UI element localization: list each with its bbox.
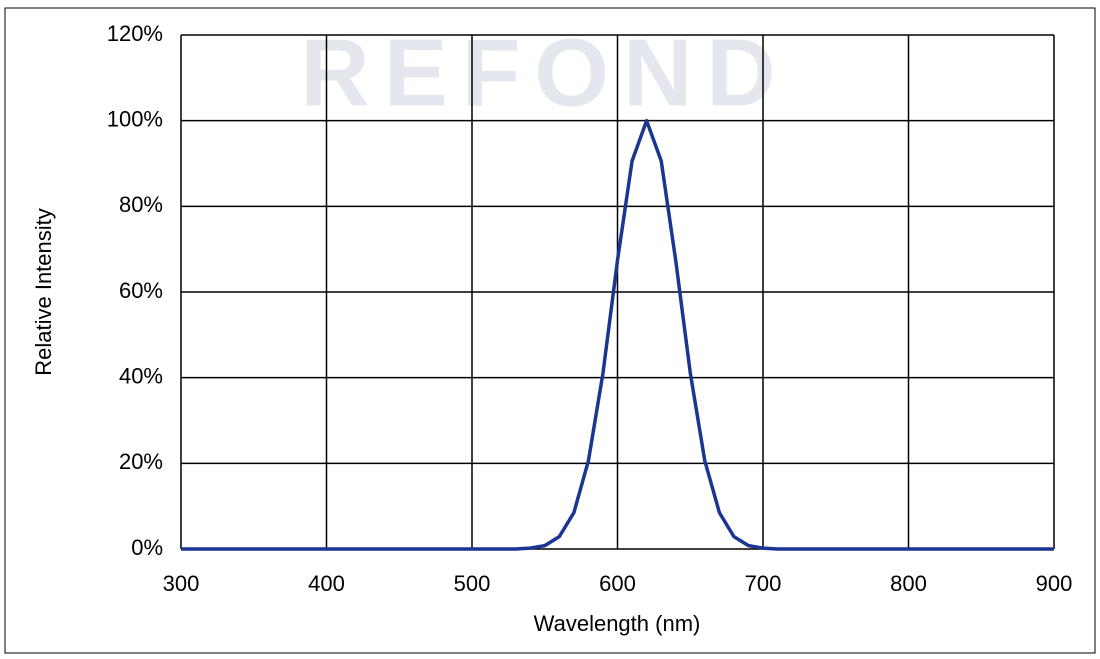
x-tick-label: 400	[308, 571, 345, 596]
x-tick-label: 900	[1036, 571, 1073, 596]
y-tick-label: 100%	[107, 106, 163, 131]
x-tick-label: 300	[163, 571, 200, 596]
x-tick-label: 600	[599, 571, 636, 596]
y-tick-label: 120%	[107, 21, 163, 46]
watermark: REFOND	[300, 19, 789, 126]
y-tick-label: 20%	[119, 449, 163, 474]
spectrum-line	[181, 118, 1054, 551]
y-tick-label: 60%	[119, 278, 163, 303]
y-tick-label: 40%	[119, 363, 163, 388]
y-tick-label: 80%	[119, 192, 163, 217]
x-tick-label: 800	[890, 571, 927, 596]
x-tick-label: 500	[454, 571, 491, 596]
y-axis-label: Relative Intensity	[31, 208, 56, 376]
x-tick-label: 700	[745, 571, 782, 596]
x-axis-label: Wavelength (nm)	[534, 611, 701, 636]
y-tick-label: 0%	[131, 535, 163, 560]
frame	[4, 7, 1096, 654]
